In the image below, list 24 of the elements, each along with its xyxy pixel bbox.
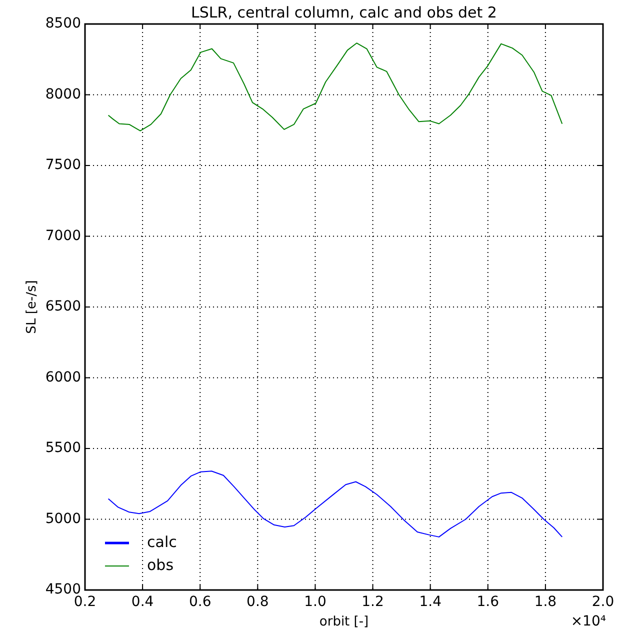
x-tick-label: 0.6 — [188, 594, 212, 610]
x-tick-label: 2.0 — [592, 594, 614, 610]
legend-label: calc — [147, 532, 177, 551]
chart-title: LSLR, central column, calc and obs det 2 — [191, 3, 497, 22]
x-tick-label: 1.2 — [362, 594, 384, 610]
legend-label: obs — [147, 556, 174, 574]
x-tick-label: 1.0 — [304, 594, 326, 610]
y-tick-label: 6500 — [45, 298, 81, 315]
y-tick-label: 7000 — [45, 228, 81, 244]
y-tick-label: 6000 — [45, 369, 81, 386]
y-tick-label: 5500 — [45, 440, 81, 456]
y-tick-label: 8500 — [45, 16, 81, 32]
x-tick-label: 0.4 — [131, 594, 154, 610]
x-axis-title: orbit [-] — [319, 614, 369, 630]
y-tick-label: 7500 — [45, 157, 81, 174]
y-tick-label: 5000 — [45, 510, 81, 527]
x-tick-label: 0.2 — [74, 594, 96, 610]
x-tick-label: 1.4 — [419, 594, 442, 610]
x-tick-label: 1.6 — [476, 594, 500, 610]
y-axis-title: SL [e-/s] — [24, 280, 40, 334]
y-tick-label: 8000 — [45, 86, 81, 102]
text: ×10⁴ — [570, 614, 606, 630]
x-tick-label: 1.8 — [534, 594, 557, 610]
x-tick-label: 0.8 — [246, 594, 269, 610]
